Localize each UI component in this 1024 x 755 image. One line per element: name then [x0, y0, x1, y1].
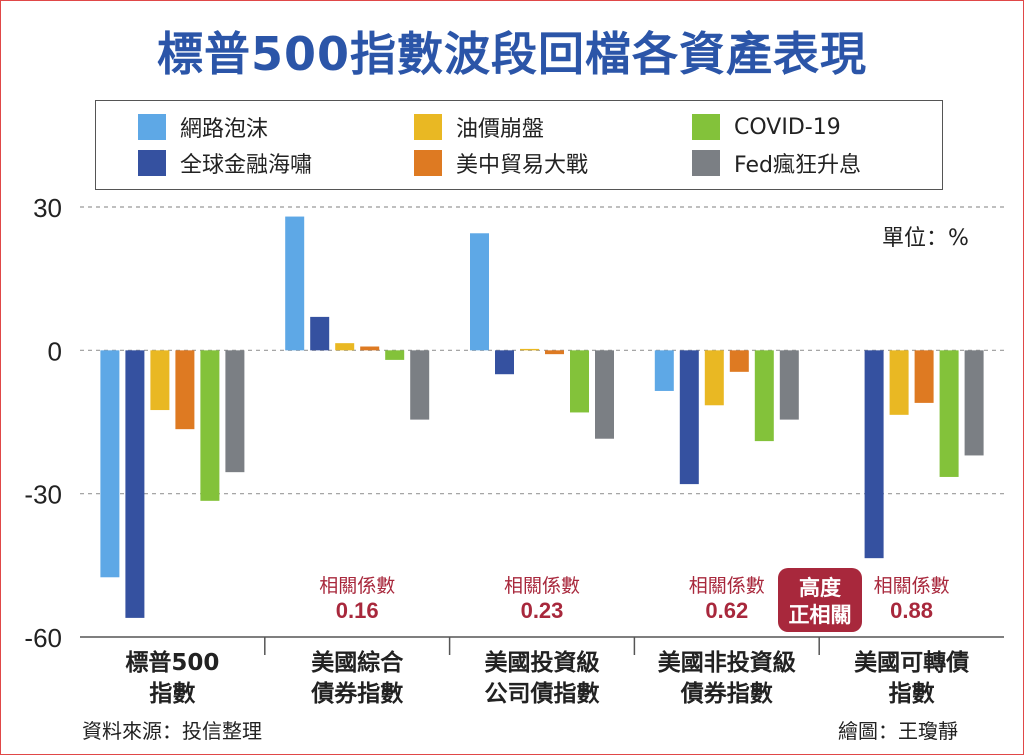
- legend-label: COVID-19: [734, 114, 841, 140]
- category-label: 債券指數: [680, 680, 773, 707]
- legend-label: 全球金融海嘯: [180, 153, 313, 178]
- bar: [964, 350, 984, 456]
- legend: 網路泡沫 全球金融海嘯 油價崩盤 美中貿易大戰 COVID-19 Fed瘋狂升息: [95, 100, 943, 190]
- bar: [754, 350, 774, 442]
- bar: [385, 350, 405, 360]
- y-tick-label: 0: [48, 336, 62, 366]
- highlight-badge-line: 高度: [799, 576, 841, 600]
- legend-label: 油價崩盤: [456, 117, 545, 142]
- legend-item-fed-hikes: Fed瘋狂升息: [692, 149, 861, 178]
- correlation-title: 相關係數: [319, 575, 395, 597]
- bar: [570, 350, 589, 413]
- category-label: 債券指數: [310, 680, 403, 707]
- bar: [729, 350, 749, 372]
- category-label: 公司債指數: [485, 681, 600, 707]
- correlation-title: 相關係數: [504, 575, 580, 597]
- bar: [779, 350, 799, 420]
- y-tick-label: 30: [33, 193, 62, 223]
- bar: [864, 350, 884, 559]
- legend-item-gfc: 全球金融海嘯: [138, 149, 313, 178]
- correlation-value: 0.23: [521, 598, 564, 623]
- bar: [150, 350, 170, 411]
- legend-label: 美中貿易大戰: [456, 153, 589, 178]
- legend-item-oil-crash: 油價崩盤: [414, 113, 545, 142]
- legend-label: 網路泡沫: [180, 117, 269, 142]
- bar: [679, 350, 699, 485]
- bar: [520, 348, 539, 351]
- bar: [470, 233, 489, 351]
- legend-swatch: [692, 114, 720, 140]
- labels-layer: 標普500指數美國綜合債券指數相關係數0.16美國投資級公司債指數相關係數0.2…: [125, 568, 969, 707]
- legend-swatch: [692, 150, 720, 176]
- legend-swatch: [414, 114, 442, 140]
- bar: [410, 350, 430, 420]
- axis-layer: 30 0 -30 -60: [24, 193, 1004, 655]
- bar: [100, 350, 120, 578]
- correlation-value: 0.16: [336, 598, 379, 623]
- legend-item-covid: COVID-19: [692, 113, 841, 141]
- bars-layer: [100, 216, 984, 618]
- category-label: 指數: [889, 681, 935, 707]
- correlation-value: 0.62: [705, 598, 748, 623]
- y-tick-label: -60: [24, 623, 62, 653]
- correlation-title: 相關係數: [874, 575, 950, 597]
- y-tick-label: -30: [24, 480, 62, 510]
- legend-label: Fed瘋狂升息: [734, 153, 861, 178]
- bar: [654, 350, 674, 391]
- bar: [914, 350, 934, 403]
- bar: [495, 350, 514, 375]
- bar: [889, 350, 909, 415]
- category-label: 指數: [149, 681, 195, 707]
- legend-swatch: [138, 114, 166, 140]
- legend-item-trade-war: 美中貿易大戰: [414, 149, 589, 178]
- source-note: 資料來源：投信整理: [82, 719, 262, 743]
- bar: [285, 216, 305, 351]
- highlight-badge-line: 正相關: [789, 603, 852, 627]
- category-label: 美國可轉債: [854, 649, 969, 676]
- category-label: 美國綜合: [311, 649, 404, 676]
- legend-swatch: [138, 150, 166, 176]
- bar: [595, 350, 614, 439]
- bar: [225, 350, 245, 473]
- bar: [545, 350, 564, 355]
- chart-title: 標普500指數波段回檔各資產表現: [156, 27, 868, 81]
- bar: [310, 316, 330, 351]
- bar: [704, 350, 724, 406]
- highlight-badge: [778, 568, 862, 632]
- bar: [175, 350, 195, 430]
- legend-swatch: [414, 150, 442, 176]
- bar: [200, 350, 220, 501]
- bar: [939, 350, 959, 477]
- correlation-value: 0.88: [890, 598, 933, 623]
- correlation-title: 相關係數: [689, 575, 765, 597]
- credit-note: 繪圖：王瓊靜: [838, 719, 958, 743]
- unit-label: 單位：%: [882, 226, 969, 251]
- category-label: 標普500: [125, 649, 219, 676]
- legend-item-dotcom: 網路泡沫: [138, 113, 269, 142]
- bar: [125, 350, 145, 618]
- category-label: 美國投資級: [485, 649, 600, 676]
- bar: [360, 346, 380, 351]
- category-label: 美國非投資級: [658, 649, 796, 676]
- bar: [335, 343, 355, 351]
